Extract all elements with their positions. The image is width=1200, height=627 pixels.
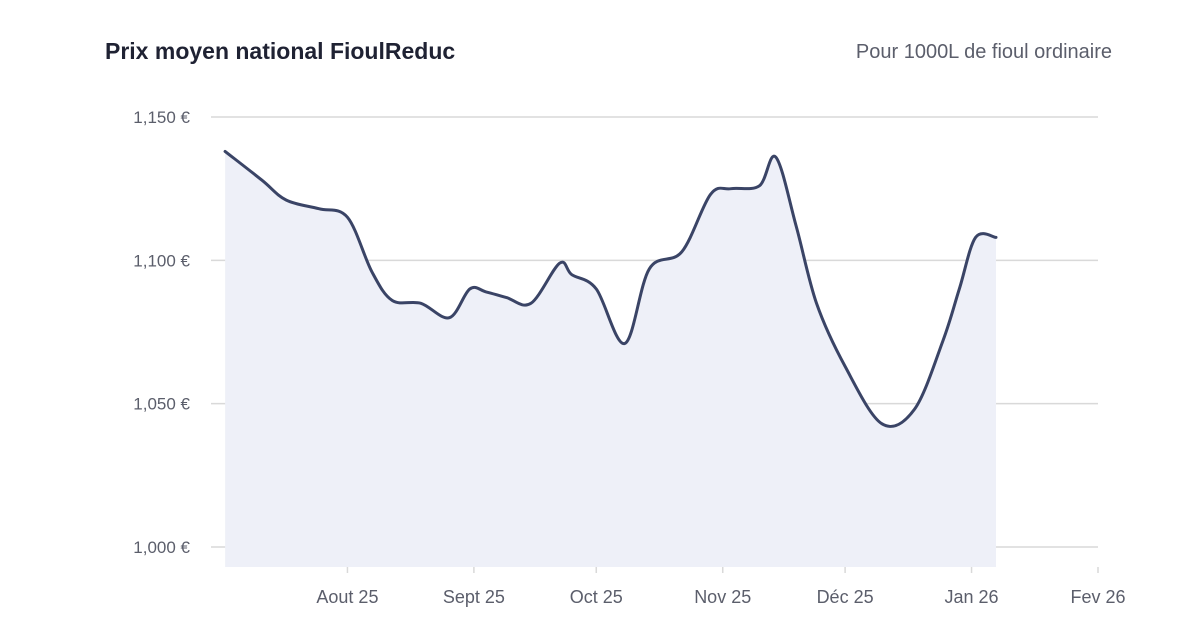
data-point [344, 214, 350, 220]
y-tick-label: 1,000 € [133, 538, 190, 557]
x-tick-label: Aout 25 [316, 587, 378, 607]
data-point [418, 300, 424, 306]
y-tick-label: 1,100 € [133, 251, 190, 270]
y-axis: 1,000 € 1,050 € 1,100 € 1,150 € [133, 108, 190, 557]
data-point [528, 300, 534, 306]
chart-subtitle: Pour 1000L de fioul ordinaire [855, 41, 1112, 63]
data-point [728, 186, 734, 192]
data-point [283, 197, 289, 203]
data-point [940, 338, 946, 344]
x-tick-label: Oct 25 [570, 587, 623, 607]
data-point [973, 234, 979, 240]
data-point [756, 183, 762, 189]
data-point [911, 406, 917, 412]
price-series-line [223, 149, 998, 428]
data-point [259, 177, 265, 183]
chart-header: Prix moyen national FioulReduc Pour 1000… [0, 0, 1200, 90]
y-tick-label: 1,150 € [133, 108, 190, 127]
data-point [814, 300, 820, 306]
x-tick-label: Sept 25 [443, 587, 505, 607]
data-point [773, 154, 779, 160]
data-point [389, 297, 395, 303]
data-point [557, 260, 563, 266]
price-area-fill [225, 151, 997, 567]
data-point [646, 266, 652, 272]
data-point [993, 234, 999, 240]
x-tick-label: Nov 25 [694, 587, 751, 607]
y-tick-label: 1,050 € [133, 395, 190, 414]
data-point [956, 286, 962, 292]
data-point [446, 315, 452, 321]
data-point [842, 363, 848, 369]
data-point [467, 286, 473, 292]
data-point [707, 191, 713, 197]
x-tick-label: Jan 26 [945, 587, 999, 607]
data-point [316, 206, 322, 212]
data-point [569, 272, 575, 278]
data-point [369, 269, 375, 275]
data-point [222, 148, 228, 154]
data-point [593, 286, 599, 292]
chart-title: Prix moyen national FioulReduc [105, 38, 456, 64]
line-layer [222, 148, 999, 428]
x-tick-label: Fev 26 [1070, 587, 1125, 607]
data-point [679, 249, 685, 255]
x-axis: Aout 25 Sept 25 Oct 25 Nov 25 Déc 25 Jan 26 Fe… [316, 567, 1126, 607]
data-point [504, 295, 510, 301]
data-point [622, 340, 628, 346]
data-point [483, 289, 489, 295]
data-point [793, 223, 799, 229]
data-point [879, 421, 885, 427]
area-layer [225, 151, 997, 567]
x-tick-label: Déc 25 [817, 587, 874, 607]
